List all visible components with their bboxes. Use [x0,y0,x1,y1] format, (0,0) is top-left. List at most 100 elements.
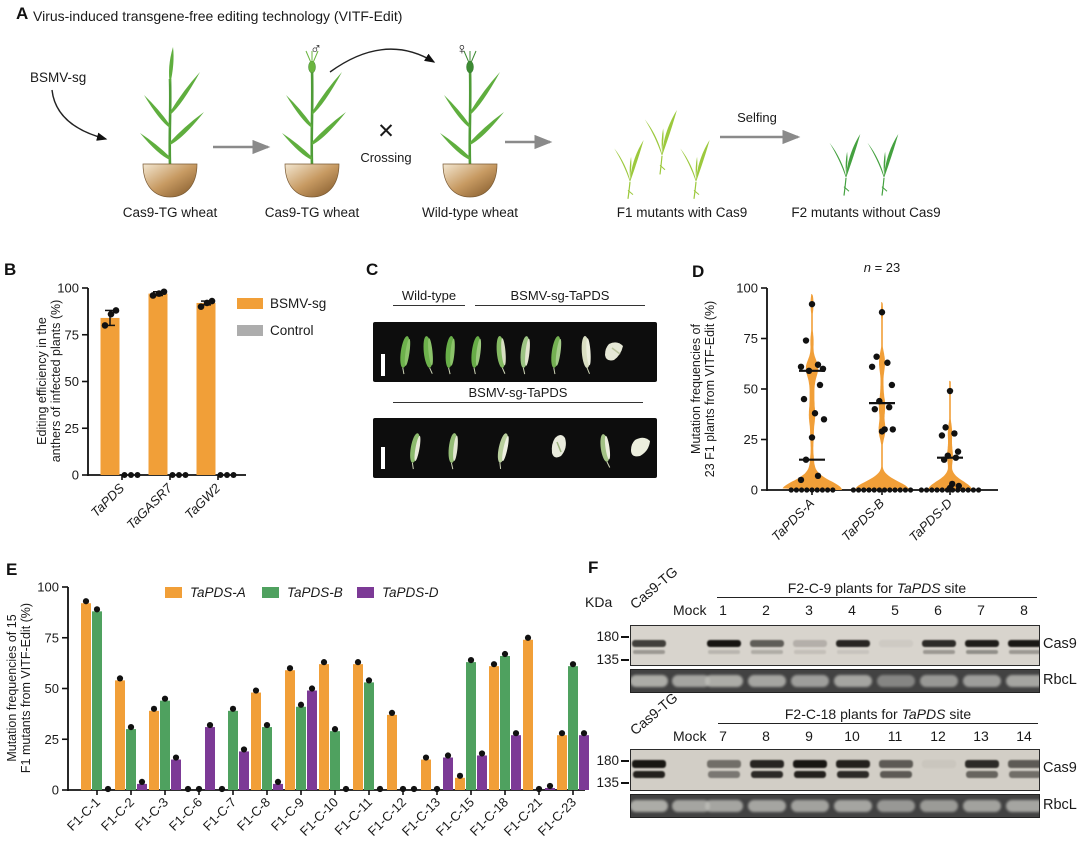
cas9-band-minor [794,771,826,778]
vitf-workflow-diagram: BSMV-sg ♂ ♀ ✕ Crossing Selfing Cas9-TG w… [30,41,941,220]
cas9-band-minor [1009,650,1039,654]
blot1-header-gene: TaPDS [896,580,941,596]
cas9-blot-2 [630,749,1040,791]
cas9-band-minor [966,650,998,654]
cas9-band [707,760,741,768]
svg-text:23 F1 plants from VITF-Edit (%: 23 F1 plants from VITF-Edit (%) [703,301,717,477]
svg-text:F1-C-1: F1-C-1 [64,795,103,834]
blot2-marker-135: 135 [596,775,619,790]
rbcl-band [1006,675,1039,687]
cas9-band [793,640,827,647]
cas9-band-minor [794,650,826,654]
panel-label-b: B [4,260,17,279]
cas9-band-minor [708,650,740,654]
rbcl-band [877,675,915,687]
svg-text:75: 75 [65,327,79,342]
bsmv-group-label-bottom: BSMV-sg-TaPDS [393,385,643,403]
rbcl-band [963,800,1001,812]
cas9-band [879,640,913,647]
blot2-mock-lane-label: Mock [673,728,707,744]
rbcl-band [672,675,710,687]
panel-label-f: F [588,558,599,577]
rbcl-band [920,675,958,687]
cas9-band-minor [837,650,869,654]
blot1-cas9-label: Cas9 [1043,636,1077,652]
cas9-band [793,760,827,768]
cas9-band [922,640,956,647]
lane-number: 13 [973,728,989,744]
lane-number: 12 [930,728,946,744]
svg-text:Mutation frequencies of 15: Mutation frequencies of 15 [5,614,19,761]
lane-number: 1 [719,602,727,618]
rbcl-blot-2 [630,794,1040,818]
blot2-header: F2-C-18 plants for TaPDS site [718,706,1038,724]
svg-text:BSMV-sg: BSMV-sg [270,296,326,311]
svg-text:50: 50 [45,681,59,696]
cas9-band [1008,640,1039,647]
plant1-label: Cas9-TG wheat [123,205,218,220]
pollination-arrow [329,48,436,73]
svg-text:F1-C-23: F1-C-23 [535,795,579,839]
anther-photo-top [373,322,657,382]
rbcl-band [1006,800,1039,812]
lane-number: 9 [805,728,813,744]
svg-text:0: 0 [751,483,758,498]
cas9-band [750,760,784,768]
svg-text:TaPDS-B: TaPDS-B [839,495,888,544]
blot2-lane-numbers: 7 8 9 10 11 12 13 14 [575,728,1080,746]
lane-number: 11 [887,728,903,744]
svg-text:F1 mutants from VITF-Edit (%): F1 mutants from VITF-Edit (%) [19,603,33,773]
blot1-mock-lane-label: Mock [673,602,707,618]
svg-text:F1-C-3: F1-C-3 [132,795,171,834]
western-blot-panel: KDa Cas9-TG Mock F2-C-9 plants for TaPDS… [575,552,1080,845]
lane-number: 4 [848,602,856,618]
svg-text:TaPDS-D: TaPDS-D [906,496,955,545]
cas9-band-minor [923,650,955,654]
cas9-band [750,640,784,647]
svg-text:100: 100 [37,580,59,595]
panel-label-e: E [6,560,18,579]
plant2-label: Cas9-TG wheat [265,205,360,220]
svg-text:0: 0 [72,468,79,483]
blot1-lane-numbers: 1 2 3 4 5 6 7 8 [575,602,1080,620]
cas9-band [836,640,870,647]
svg-text:n = 23: n = 23 [864,260,901,275]
cas9-band-minor [751,650,783,654]
lane-number: 14 [1016,728,1032,744]
svg-text:25: 25 [744,432,758,447]
lane-number: 3 [805,602,813,618]
rbcl-band [631,800,668,812]
svg-text:TaPDS-D: TaPDS-D [382,585,439,600]
rbcl-band [672,800,710,812]
svg-text:75: 75 [744,331,758,346]
female-symbol-icon: ♀ [456,41,468,58]
lane-number: 8 [1020,602,1028,618]
editing-efficiency-chart: 0 25 50 75 100 TaPDS TaGASR7 TaGW2 BSMV-sg Contro… [30,256,360,556]
rbcl-band [705,800,743,812]
panel-label-d: D [692,262,705,281]
svg-text:Mutation frequencies of: Mutation frequencies of [690,324,703,454]
svg-text:anthers of infected plants (%): anthers of infected plants (%) [49,300,63,463]
svg-text:TaPDS-B: TaPDS-B [287,585,343,600]
plant3-label: Wild-type wheat [422,205,518,220]
kda-label: KDa [585,594,613,610]
svg-text:F1-C-7: F1-C-7 [200,795,239,834]
blot1-rbcl-label: RbcL [1043,672,1077,688]
crossing-label: Crossing [360,150,411,165]
blot2-marker-180: 180 [596,753,619,768]
cas9-band-minor [837,771,869,778]
svg-text:Control: Control [270,323,314,338]
svg-text:TaGW2: TaGW2 [182,480,224,522]
cas9-band [632,640,666,647]
marker-dash [621,636,629,638]
cas9-band [1008,760,1039,768]
blot1-header-post: site [940,580,967,596]
blot1-header-pre: F2-C-9 plants for [787,580,897,596]
svg-text:TaPDS-A: TaPDS-A [769,496,818,545]
lane-number: 10 [844,728,860,744]
lane-number: 8 [762,728,770,744]
cas9-band [965,760,999,768]
blot1-marker-135: 135 [596,652,619,667]
panel-label-a: A [16,4,29,23]
